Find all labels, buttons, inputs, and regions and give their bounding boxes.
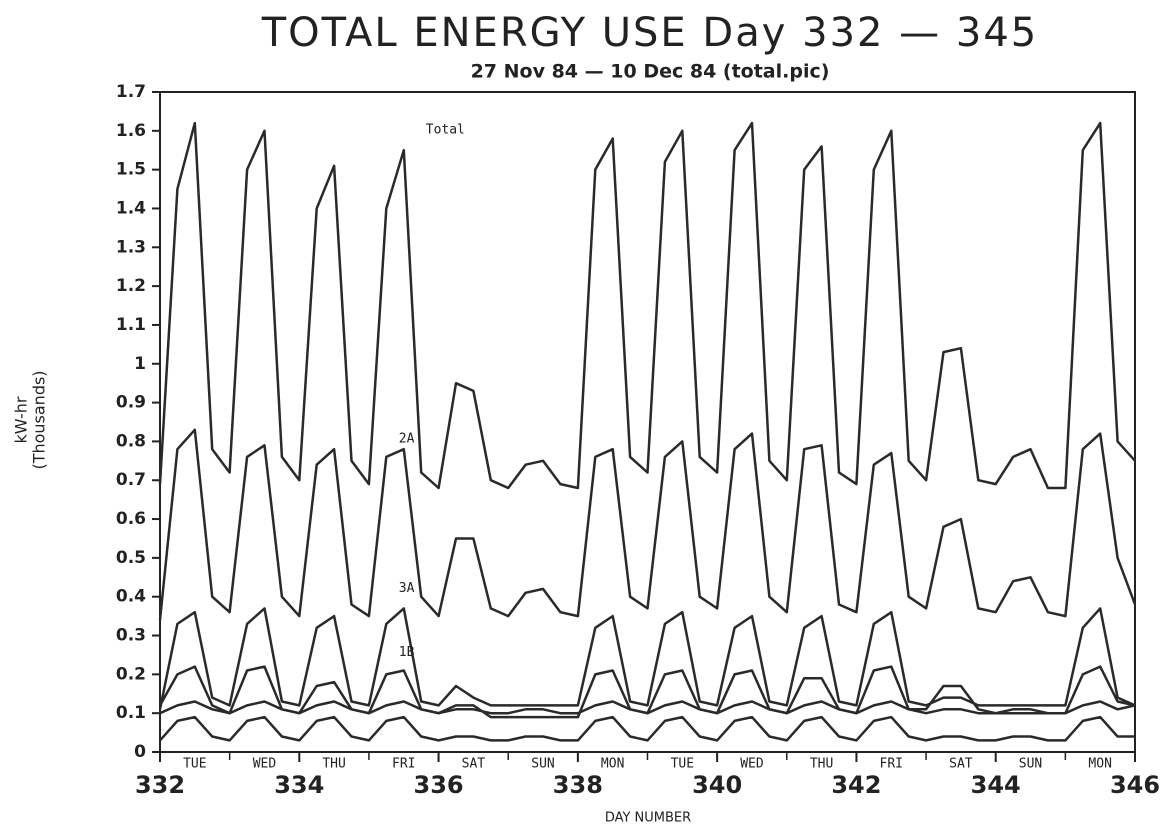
x-tick-label: 346 xyxy=(1110,771,1160,799)
day-label: FRI xyxy=(880,757,903,772)
day-label: THU xyxy=(810,757,833,772)
day-label: WED xyxy=(253,757,277,772)
y-tick-label: 0 xyxy=(134,742,146,762)
series-label: 2A xyxy=(399,432,415,447)
y-tick-label: 1.1 xyxy=(116,315,146,335)
y-tick-label: 0.2 xyxy=(116,664,146,684)
series-label: 1B xyxy=(399,645,415,660)
chart-title: TOTAL ENERGY USE Day 332 — 345 xyxy=(261,10,1039,56)
y-tick-label: 1 xyxy=(134,354,146,374)
day-label: MON xyxy=(601,757,624,772)
y-axis-label: kW-hr xyxy=(12,396,31,443)
x-tick-label: 336 xyxy=(414,771,464,799)
day-label: SAT xyxy=(949,757,973,772)
series-line xyxy=(158,121,1136,490)
series-line xyxy=(158,607,1136,710)
day-label: SUN xyxy=(531,757,554,772)
day-label: SAT xyxy=(462,757,486,772)
series-label: 3A xyxy=(399,581,415,596)
y-tick-label: 1.5 xyxy=(116,160,146,180)
x-tick-label: 344 xyxy=(971,771,1021,799)
y-tick-label: 1.3 xyxy=(116,237,146,257)
y-tick-label: 0.1 xyxy=(116,703,146,723)
y-tick-label: 0.5 xyxy=(116,548,146,568)
series-line xyxy=(159,700,1136,715)
day-label: FRI xyxy=(392,757,415,772)
chart-subtitle: 27 Nov 84 — 10 Dec 84 (total.pic) xyxy=(471,61,830,83)
y-axis-label: (Thousands) xyxy=(30,370,49,469)
y-tick-label: 0.4 xyxy=(116,587,146,607)
y-tick-label: 1.4 xyxy=(116,198,146,218)
x-tick-label: 340 xyxy=(692,771,742,799)
y-tick-label: 1.2 xyxy=(116,276,146,296)
day-label: THU xyxy=(322,757,345,772)
y-tick-label: 0.9 xyxy=(116,393,146,413)
x-axis-label: DAY NUMBER xyxy=(605,811,691,826)
day-label: SUN xyxy=(1019,757,1042,772)
x-tick-label: 342 xyxy=(831,771,881,799)
y-tick-label: 0.7 xyxy=(116,470,146,490)
x-tick-label: 332 xyxy=(135,771,185,799)
y-tick-label: 1.6 xyxy=(116,121,146,141)
series-line xyxy=(158,428,1137,621)
plot-frame xyxy=(159,91,1136,753)
y-tick-label: 0.3 xyxy=(116,626,146,646)
day-label: MON xyxy=(1088,757,1111,772)
day-label: TUE xyxy=(671,757,694,772)
day-label: TUE xyxy=(183,757,206,772)
y-tick-label: 0.8 xyxy=(116,431,146,451)
y-tick-label: 0.6 xyxy=(116,509,146,529)
series-label: Total xyxy=(426,123,465,138)
x-tick-label: 338 xyxy=(553,771,603,799)
day-label: WED xyxy=(740,757,764,772)
x-tick-label: 334 xyxy=(274,771,324,799)
y-tick-label: 1.7 xyxy=(116,82,146,102)
series-line xyxy=(159,715,1135,742)
